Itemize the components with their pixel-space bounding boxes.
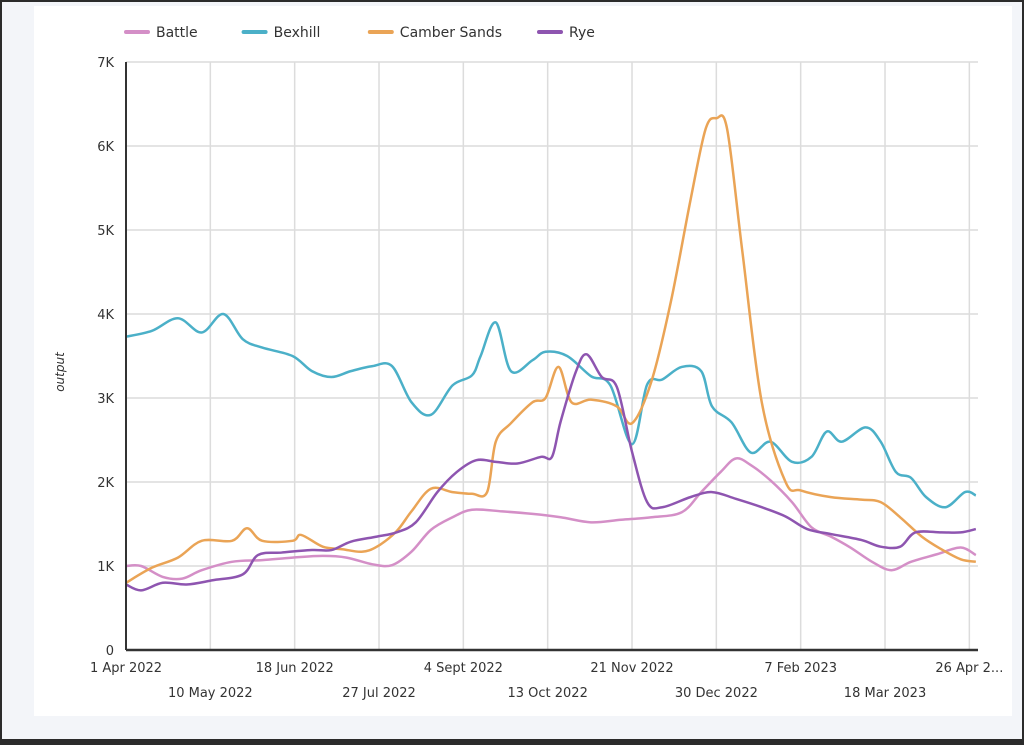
legend-label: Camber Sands [400, 25, 502, 41]
series-line-camber-sands [125, 114, 977, 584]
x-tick-label: 21 Nov 2022 [590, 661, 673, 676]
x-tick-label: 1 Apr 2022 [90, 661, 162, 676]
y-tick-label: 4K [97, 308, 114, 323]
chart-card: Battle Bexhill Camber Sands Rye 0 1K 2K 3K 4K 5K… [34, 6, 1012, 716]
line-chart: Battle Bexhill Camber Sands Rye 0 1K 2K 3K 4K 5K… [53, 25, 1003, 701]
x-tick-label: 27 Jul 2022 [342, 686, 416, 701]
series-line-battle [125, 457, 977, 581]
x-tick-label: 18 Jun 2022 [256, 661, 334, 676]
y-tick-label: 7K [97, 56, 114, 71]
series-line-bexhill [125, 312, 977, 509]
legend-label: Rye [569, 25, 595, 41]
x-tick-label: 7 Feb 2023 [764, 661, 837, 676]
series-line-rye [125, 353, 977, 592]
legend: Battle Bexhill Camber Sands Rye [124, 25, 595, 41]
x-tick-label: 4 Sept 2022 [424, 661, 503, 676]
x-tick-label: 30 Dec 2022 [675, 686, 758, 701]
y-tick-label: 2K [97, 476, 114, 491]
x-tick-label: 26 Apr 2... [935, 661, 1003, 676]
y-tick-label: 3K [97, 392, 114, 407]
gridlines [126, 61, 978, 650]
y-tick-label: 5K [97, 224, 114, 239]
legend-label: Battle [156, 25, 198, 41]
legend-label: Bexhill [274, 25, 321, 41]
y-tick-label: 0 [106, 644, 114, 659]
x-tick-label: 18 Mar 2023 [844, 686, 926, 701]
y-tick-label: 1K [97, 560, 114, 575]
y-tick-label: 6K [97, 140, 114, 155]
series-lines [125, 114, 977, 592]
x-tick-label: 13 Oct 2022 [507, 686, 587, 701]
y-axis-label: output [53, 351, 67, 392]
x-tick-label: 10 May 2022 [168, 686, 253, 701]
